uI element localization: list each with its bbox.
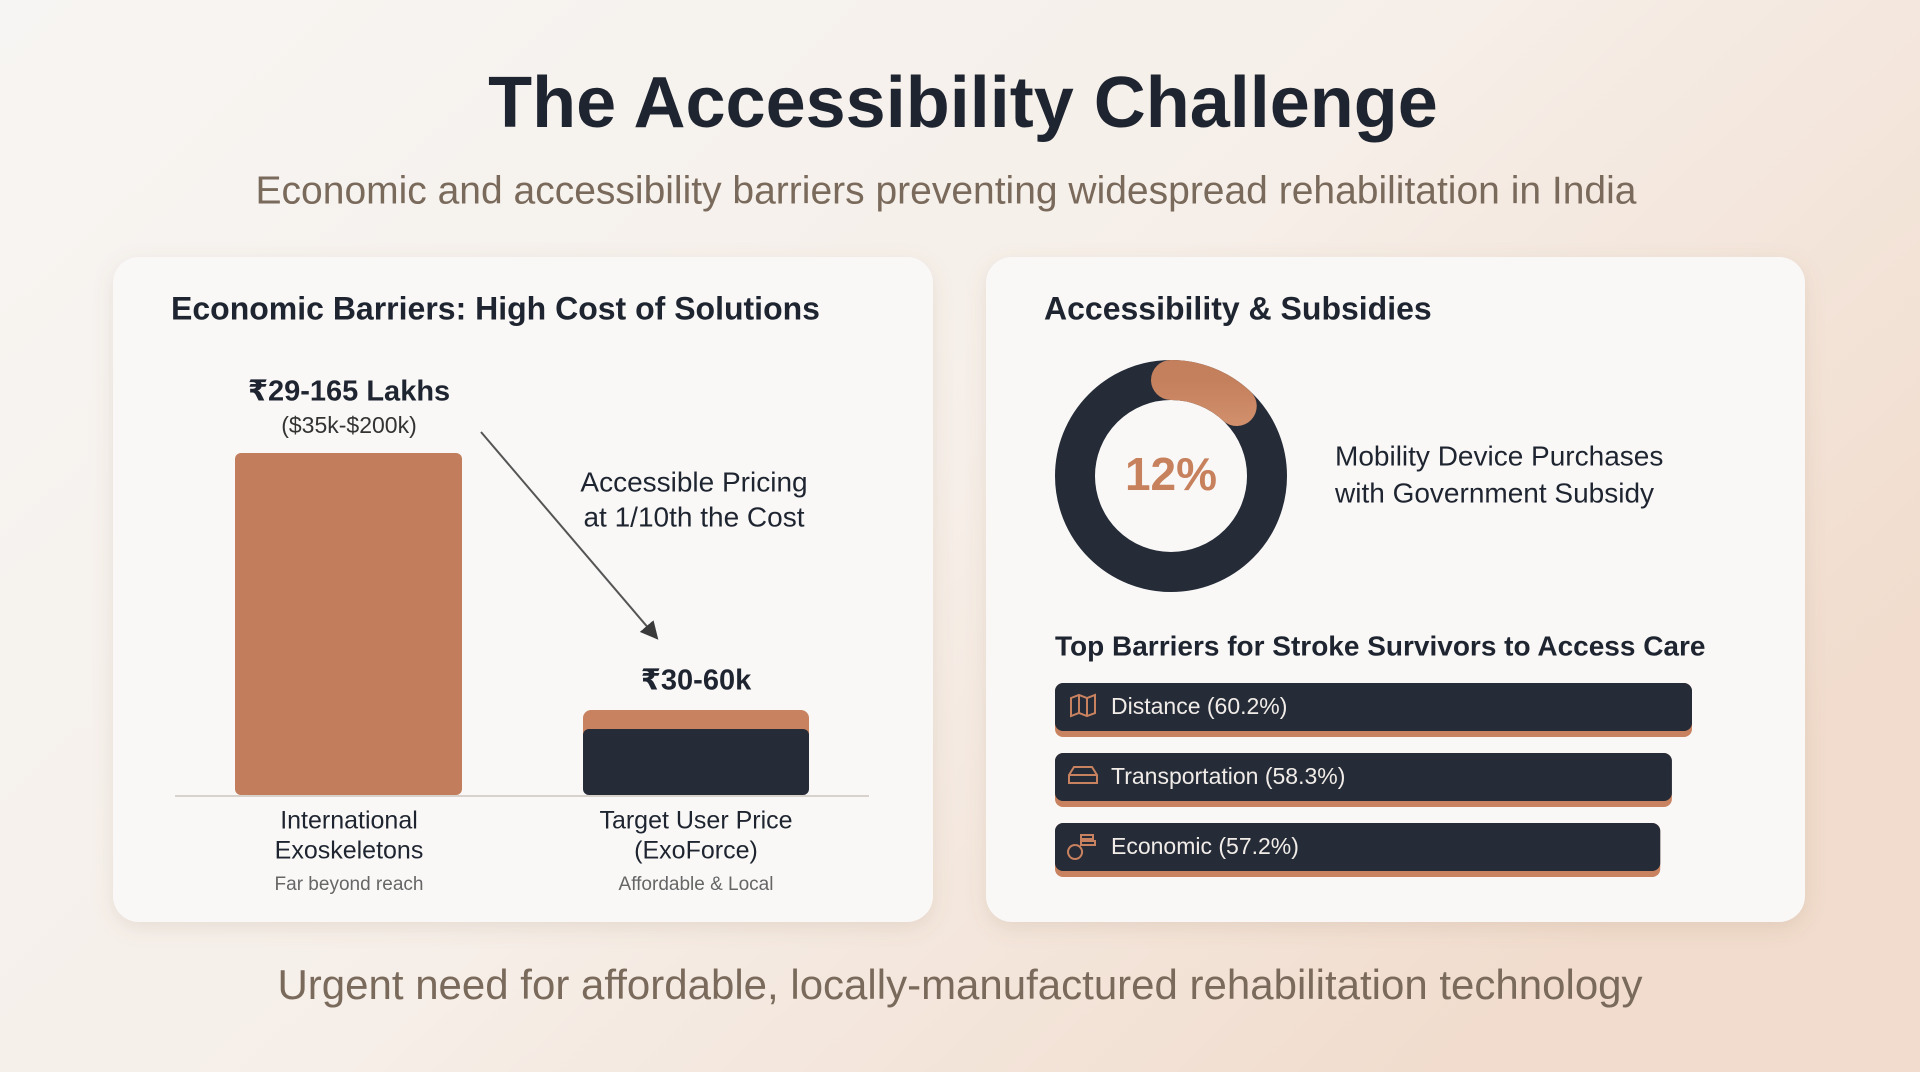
barrier-icon	[1070, 693, 1096, 718]
barrier-bar	[1055, 683, 1692, 731]
card-title: Accessibility & Subsidies	[1044, 290, 1432, 326]
barrier-icon	[1068, 766, 1098, 784]
footer: Urgent need for affordable, locally-manu…	[277, 961, 1642, 1008]
price-label: ₹29-165 Lakhs	[248, 376, 450, 408]
barrier-bar	[1055, 753, 1672, 801]
category-note: Far beyond reach	[275, 874, 424, 895]
category-label: International	[280, 807, 418, 835]
donut-label: Mobility Device Purchases	[1335, 440, 1663, 471]
title: The Accessibility Challenge	[488, 63, 1438, 143]
subtitle: Economic and accessibility barriers prev…	[256, 169, 1637, 212]
barrier-label: Distance (60.2%)	[1111, 693, 1287, 719]
barrier-icon	[1067, 834, 1096, 860]
annotation: Accessible Pricing	[580, 466, 807, 497]
barriers-title: Top Barriers for Stroke Survivors to Acc…	[1055, 630, 1705, 661]
card-title: Economic Barriers: High Cost of Solution…	[171, 290, 820, 326]
category-label: Exoskeletons	[275, 837, 424, 865]
barrier-bar	[1055, 823, 1661, 871]
bar-target	[583, 729, 809, 795]
donut-label: with Government Subsidy	[1334, 477, 1654, 508]
price-label: ₹30-60k	[641, 665, 752, 697]
category-label: (ExoForce)	[634, 837, 758, 865]
barrier-label: Economic (57.2%)	[1111, 833, 1299, 859]
donut-value: 12%	[1125, 448, 1217, 500]
donut-arc	[1055, 360, 1287, 592]
barrier-label: Transportation (58.3%)	[1111, 763, 1345, 789]
access-card	[986, 257, 1805, 922]
barriers: Distance (60.2%) Transportation (58.3%) Ec…	[1055, 683, 1692, 877]
usd-label: ($35k-$200k)	[281, 412, 417, 438]
donut	[1055, 360, 1287, 592]
category-note: Affordable & Local	[619, 874, 774, 895]
bar-international	[235, 453, 462, 795]
annotation: at 1/10th the Cost	[583, 501, 804, 532]
arrow	[480, 431, 659, 640]
category-label: Target User Price	[599, 807, 792, 835]
